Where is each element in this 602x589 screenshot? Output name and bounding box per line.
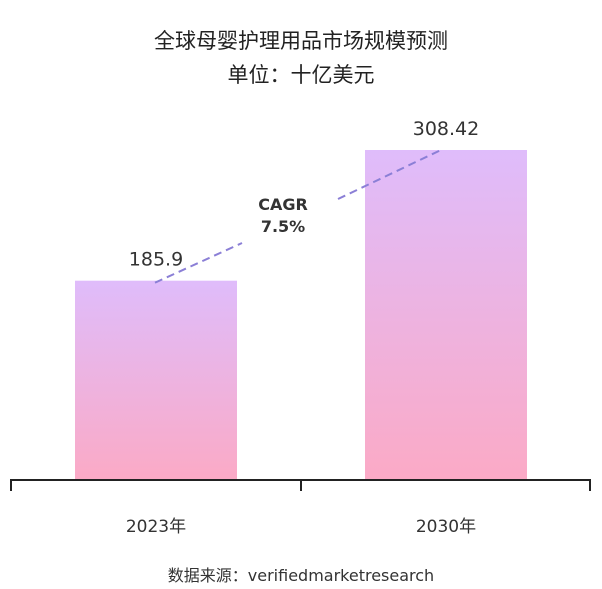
x-tick-label: 2023年 (126, 517, 186, 537)
chart-subtitle: 单位：十亿美元 (228, 63, 375, 87)
bar-2030年 (365, 150, 527, 479)
cagr-value: 7.5% (261, 217, 305, 236)
cagr-line (154, 242, 243, 284)
data-label: 308.42 (413, 118, 479, 140)
data-label: 185.9 (129, 249, 183, 271)
bar-2023年 (75, 280, 237, 479)
cagr-label: CAGR (258, 195, 308, 214)
source-note: 数据来源：verifiedmarketresearch (168, 566, 434, 585)
x-tick-label: 2030年 (416, 517, 476, 537)
cagr-line (337, 148, 444, 200)
chart-title: 全球母婴护理用品市场规模预测 (154, 29, 448, 53)
